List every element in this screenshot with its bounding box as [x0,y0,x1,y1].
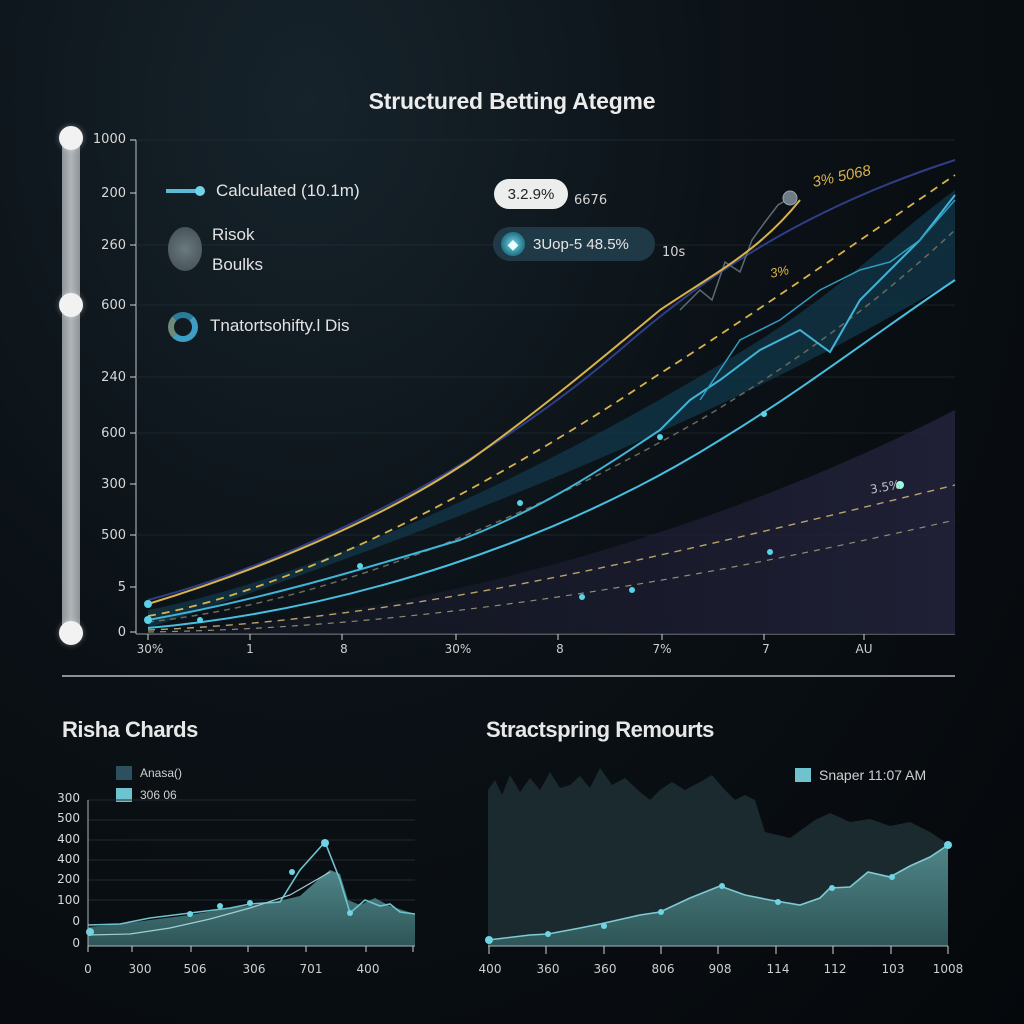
swatch-icon [116,788,132,802]
x-tick: 8 [556,642,564,656]
y-tick: 260 [101,238,126,253]
y-tick: 240 [101,370,126,385]
y-tick: 200 [57,872,80,886]
y-tick: 5 [117,580,126,595]
legend-label: Anasa() [140,766,183,780]
x-tick: 400 [356,962,380,976]
y-tick: 300 [57,791,80,805]
legend-label: Snaper 11:07 AM [819,767,927,783]
metric-side-value: 10s [662,245,686,260]
page-title: Structured Betting Ategme [368,88,656,114]
slider-knob-bottom[interactable] [59,621,83,645]
x-tick: 30% [136,642,164,656]
y-tick: 0 [72,914,80,928]
x-tick: 103 [881,962,905,976]
y-tick: 0 [72,936,80,950]
y-tick: 600 [101,298,126,313]
x-tick: 360 [536,962,560,976]
x-tick: 0 [84,962,92,976]
x-tick: 300 [128,962,152,976]
x-tick: 30% [444,642,472,656]
y-tick: 400 [57,852,80,866]
donut-icon [168,312,198,342]
x-tick: AU [855,642,873,656]
x-tick: 908 [708,962,732,976]
y-tick: 400 [57,832,80,846]
y-tick: 200 [101,186,126,201]
legend-risk-line1: Risok [212,225,255,244]
percentage-badge: 3.2.9% [494,179,568,209]
x-tick: 806 [651,962,675,976]
x-tick: 360 [593,962,617,976]
y-tick: 600 [101,426,126,441]
x-tick: 506 [183,962,207,976]
legend-risk-line2: Boulks [212,255,264,274]
left-panel-title: Risha Chards [62,717,198,742]
y-tick: 500 [57,811,80,825]
range-slider-track[interactable] [62,138,80,633]
slider-knob-top[interactable] [59,126,83,150]
swatch-icon [116,766,132,780]
badge-side-value: 6676 [574,193,608,208]
legend-label: Calculated (10.1m) [216,181,360,200]
x-tick: 1008 [932,962,964,976]
x-tick: 400 [478,962,502,976]
x-tick: 112 [823,962,847,976]
x-tick: 701 [299,962,323,976]
x-tick: 1 [246,642,254,656]
section-divider [62,675,955,677]
risk-icon [168,227,202,271]
right-panel-title: Stractspring Remourts [486,717,714,742]
slider-knob-middle[interactable] [59,293,83,317]
x-tick: 7 [762,642,770,656]
left-legend-item-2[interactable]: 306 06 [116,788,177,802]
x-tick: 306 [242,962,266,976]
legend-distribution[interactable]: Tnatortsohifty.l Dis [210,316,350,335]
legend-item-calculated[interactable]: Calculated (10.1m) [166,181,360,201]
x-tick: 114 [766,962,790,976]
line-swatch-icon [166,186,205,196]
y-tick: 0 [117,625,126,640]
y-tick: 1000 [92,132,126,147]
x-tick: 8 [340,642,348,656]
y-tick: 300 [101,477,126,492]
metric-badge-label: 3Uop-5 48.5% [533,235,629,253]
metric-badge: ◆ 3Uop-5 48.5% [493,227,655,261]
y-tick: 100 [57,893,80,907]
swatch-icon [795,768,811,782]
left-legend-item-1[interactable]: Anasa() [116,766,182,780]
x-tick: 7% [652,642,672,656]
y-tick: 500 [101,528,126,543]
right-legend-item[interactable]: Snaper 11:07 AM [795,767,926,783]
diamond-icon: ◆ [501,232,525,256]
legend-label: 306 06 [140,788,177,802]
